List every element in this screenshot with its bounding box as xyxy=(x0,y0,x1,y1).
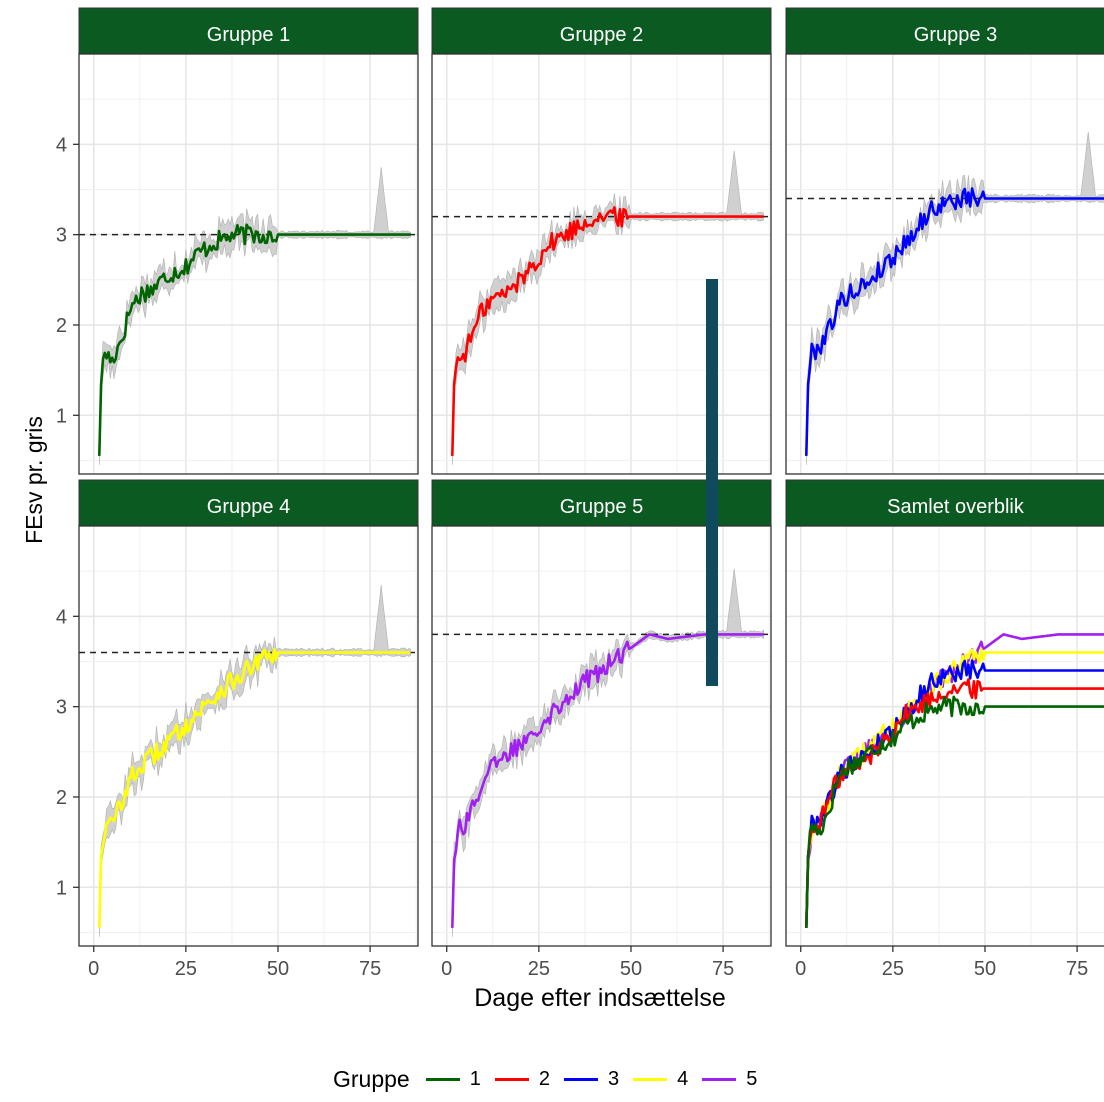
legend-swatch-5 xyxy=(702,1078,737,1081)
plot-background xyxy=(79,526,418,946)
y-tick-label: 4 xyxy=(56,134,67,156)
legend-label-4: 4 xyxy=(677,1068,689,1090)
y-tick-label: 3 xyxy=(56,697,67,719)
legend-title: Gruppe xyxy=(333,1066,410,1092)
panel-strip xyxy=(78,7,419,55)
panel-title: Gruppe 1 xyxy=(207,24,290,46)
grid xyxy=(79,526,418,946)
legend-swatch-1 xyxy=(425,1078,460,1081)
legend: Gruppe 1 2 3 4 5 xyxy=(0,1062,1104,1102)
legend-item-4: 4 xyxy=(633,1068,696,1091)
legend-label-1: 1 xyxy=(469,1068,481,1090)
panel-border xyxy=(431,53,772,475)
legend-label-2: 2 xyxy=(538,1068,550,1090)
x-tick-label: 50 xyxy=(267,958,289,980)
panel-border xyxy=(785,525,1104,947)
overlay-bar xyxy=(706,279,718,686)
plot-content xyxy=(805,633,1104,928)
plot-content xyxy=(432,150,771,465)
grid xyxy=(432,526,771,946)
x-tick-label: 75 xyxy=(359,958,381,980)
legend-item-1: 1 xyxy=(425,1068,489,1091)
panel-4: Gruppe 4 1 2 3 4 0 25 50 75 xyxy=(56,479,419,980)
legend-label-5: 5 xyxy=(746,1068,758,1090)
x-tick-label: 75 xyxy=(712,958,734,980)
grid xyxy=(79,54,418,474)
plot-background xyxy=(786,526,1104,946)
legend-swatch-2 xyxy=(494,1078,529,1081)
legend-label-3: 3 xyxy=(607,1068,620,1090)
plot-content xyxy=(79,167,418,465)
legend-item-2: 2 xyxy=(494,1068,558,1091)
overview-series-1 xyxy=(805,695,1104,928)
plot-content xyxy=(79,584,418,937)
panel-title: Gruppe 4 xyxy=(207,496,290,518)
series-line xyxy=(98,223,411,456)
panel-strip xyxy=(78,479,419,527)
ribbon xyxy=(99,167,411,465)
x-tick-label: 0 xyxy=(441,958,452,980)
grid xyxy=(786,526,1104,946)
x-tick-label: 25 xyxy=(528,958,550,980)
overview-series-4 xyxy=(805,647,1104,928)
x-tick-label: 0 xyxy=(795,958,806,980)
panel-title: Gruppe 5 xyxy=(560,496,643,518)
x-tick-label: 0 xyxy=(88,958,99,980)
x-tick-label: 25 xyxy=(175,958,197,980)
panel-strip xyxy=(431,7,772,55)
y-tick-label: 3 xyxy=(56,225,67,247)
panel-5: Gruppe 5 0 25 50 75 xyxy=(431,479,772,980)
plot-background xyxy=(432,526,771,946)
panel-6: Samlet overblik 0 25 50 75 xyxy=(785,479,1104,980)
panel-strip xyxy=(785,479,1104,527)
y-tick-label: 1 xyxy=(56,405,67,427)
overview-series-2 xyxy=(805,678,1104,928)
ribbon xyxy=(452,568,764,938)
y-tick-label: 4 xyxy=(56,606,67,628)
faceted-line-chart: Gruppe 1 1 2 3 4 Gruppe 2 Gruppe 3 Gruppe 4 1 2 3 4… xyxy=(21,7,1104,1012)
plot-background xyxy=(432,54,771,474)
grid xyxy=(786,54,1104,474)
legend-swatch-3 xyxy=(563,1078,598,1081)
panel-3: Gruppe 3 xyxy=(785,7,1104,475)
plot-background xyxy=(786,54,1104,474)
panel-title: Gruppe 2 xyxy=(560,24,643,46)
series-line xyxy=(805,187,1104,456)
panel-border xyxy=(431,525,772,947)
x-tick-label: 25 xyxy=(882,958,904,980)
panel-title: Samlet overblik xyxy=(887,496,1025,518)
panel-strip xyxy=(785,7,1104,55)
y-axis-title: FEsv pr. gris xyxy=(21,416,47,544)
panel-1: Gruppe 1 1 2 3 4 xyxy=(56,7,419,475)
legend-swatch-4 xyxy=(633,1078,668,1081)
y-tick-label: 2 xyxy=(56,315,67,337)
legend-item-5: 5 xyxy=(702,1068,765,1091)
panel-border xyxy=(78,525,419,947)
x-axis-title: Dage efter indsættelse xyxy=(474,984,726,1012)
x-tick-label: 50 xyxy=(974,958,996,980)
panel-border xyxy=(785,53,1104,475)
y-tick-label: 1 xyxy=(56,877,67,899)
x-tick-label: 50 xyxy=(620,958,642,980)
grid xyxy=(432,54,771,474)
plot-background xyxy=(79,54,418,474)
series-line xyxy=(98,647,411,928)
series-line xyxy=(451,206,764,456)
x-tick-label: 75 xyxy=(1066,958,1088,980)
panel-title: Gruppe 3 xyxy=(914,24,997,46)
y-tick-label: 2 xyxy=(56,787,67,809)
panel-2: Gruppe 2 xyxy=(431,7,772,475)
panel-border xyxy=(78,53,419,475)
plot-content xyxy=(786,131,1104,465)
legend-item-3: 3 xyxy=(563,1068,627,1091)
